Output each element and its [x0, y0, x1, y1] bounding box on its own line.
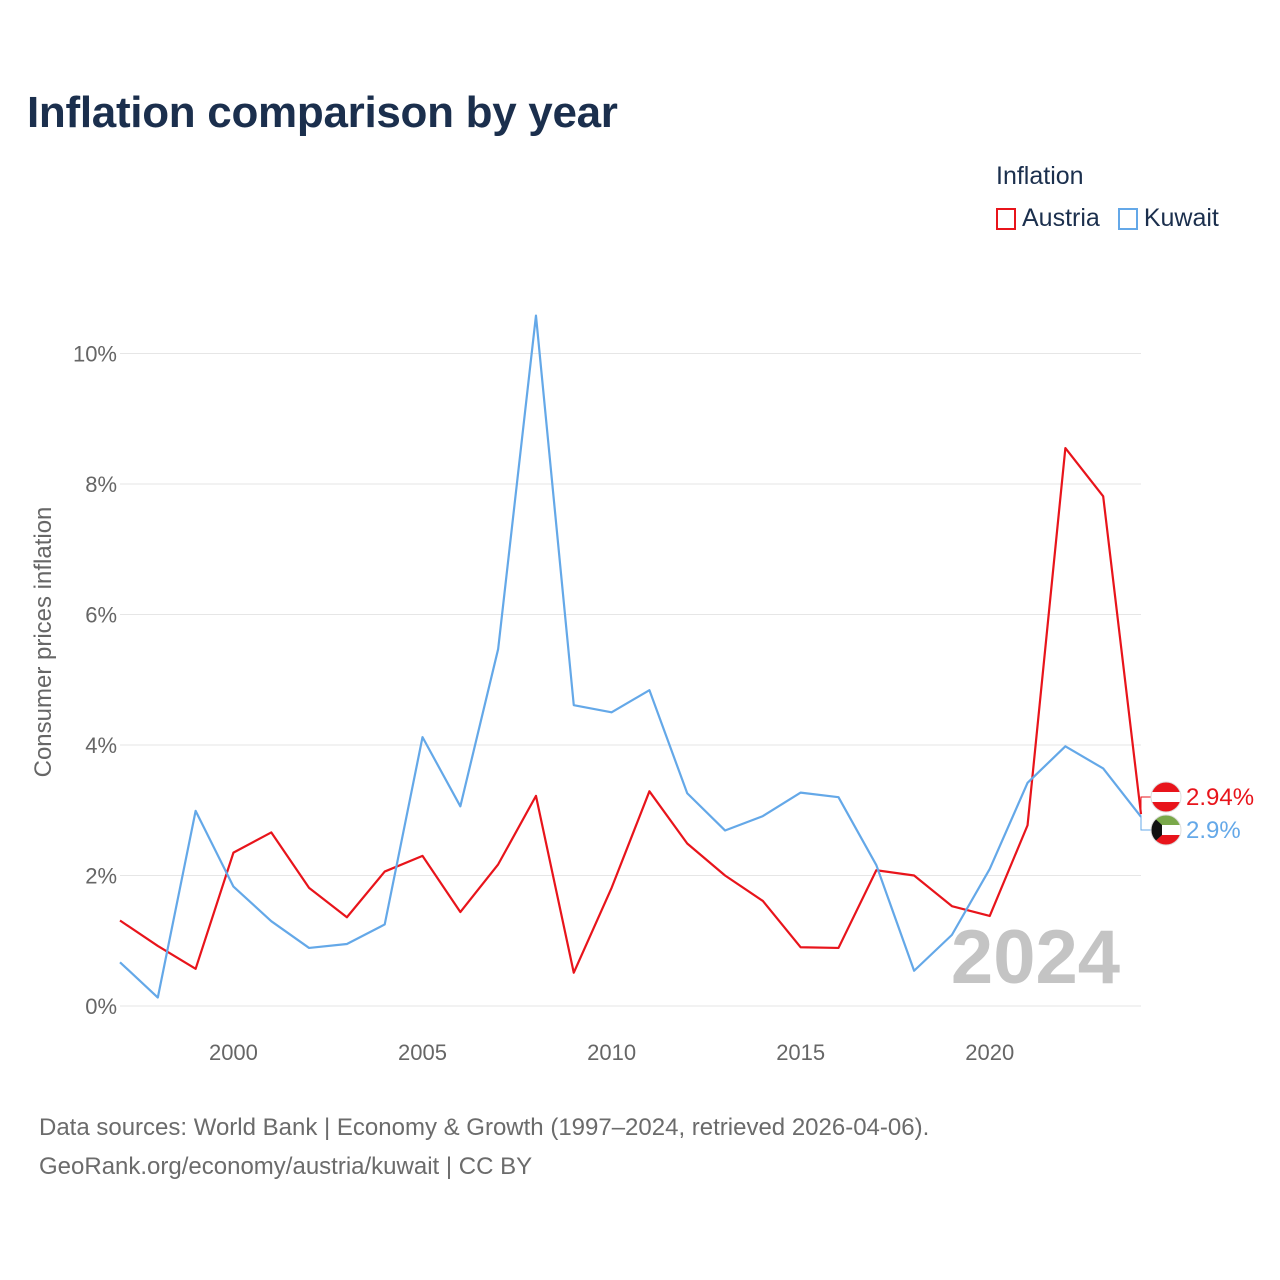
austria-flag-icon [1150, 781, 1182, 813]
legend: Austria Kuwait [996, 204, 1219, 233]
legend-label-austria: Austria [1022, 204, 1100, 232]
chart-title: Inflation comparison by year [27, 88, 618, 137]
kuwait-flag-icon [1150, 814, 1182, 846]
legend-swatch-austria [996, 207, 1016, 230]
year-watermark: 2024 [951, 915, 1120, 1000]
sources: Data sources: World Bank | Economy & Gro… [39, 1108, 929, 1186]
end-connector [1140, 816, 1152, 831]
legend-swatch-kuwait [1117, 207, 1138, 230]
series-line-austria[interactable] [119, 446, 1143, 974]
sources-line-2: GeoRank.org/economy/austria/kuwait | CC … [39, 1153, 533, 1180]
y-tick-label: 8% [85, 472, 117, 497]
y-tick-label: 4% [85, 733, 117, 758]
x-axis-ticks: 2000 2005 2010 2015 2020 [209, 1040, 1014, 1065]
x-tick-label: 2000 [209, 1040, 258, 1065]
legend-item-kuwait[interactable]: Kuwait [1117, 204, 1219, 233]
x-tick-label: 2005 [398, 1040, 447, 1065]
legend-title: Inflation [996, 162, 1084, 190]
legend-label-kuwait: Kuwait [1143, 204, 1219, 232]
y-axis-ticks: 0% 2% 4% 6% 8% 10% [73, 341, 117, 1019]
x-tick-label: 2020 [965, 1040, 1014, 1065]
end-label-kuwait: 2.9% [1186, 817, 1241, 844]
grid [120, 352, 1141, 1007]
y-tick-label: 6% [85, 602, 117, 627]
y-tick-label: 0% [85, 994, 117, 1019]
sources-line-1: Data sources: World Bank | Economy & Gro… [39, 1114, 930, 1141]
end-label-austria: 2.94% [1186, 784, 1254, 811]
y-tick-label: 10% [73, 341, 117, 366]
y-tick-label: 2% [85, 863, 117, 888]
x-tick-label: 2010 [587, 1040, 636, 1065]
end-connector [1140, 796, 1152, 815]
x-tick-label: 2015 [776, 1040, 825, 1065]
series-lines [119, 314, 1143, 999]
legend-item-austria[interactable]: Austria [996, 204, 1100, 233]
y-axis-label: Consumer prices inflation [30, 507, 57, 778]
end-labels: 2.94% 2.9% [1140, 781, 1254, 846]
series-line-kuwait[interactable] [119, 314, 1142, 999]
